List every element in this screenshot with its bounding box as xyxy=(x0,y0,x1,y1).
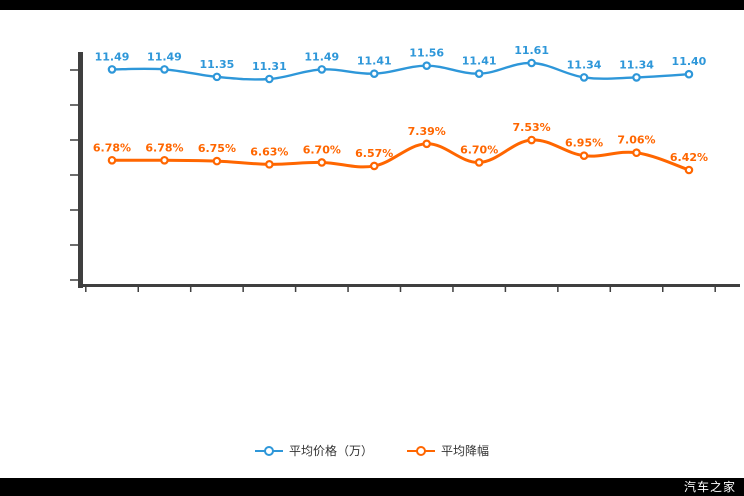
x-axis-tick xyxy=(189,287,192,292)
price-line-marker-icon xyxy=(254,445,283,457)
bottom-bar: 汽车之家 xyxy=(0,478,744,496)
data-point-label: 11.56 xyxy=(409,47,444,60)
data-point-label: 11.49 xyxy=(304,50,339,63)
data-point-marker xyxy=(212,156,222,166)
legend-dot xyxy=(263,446,274,456)
x-axis-tick xyxy=(662,287,664,292)
x-axis-tick xyxy=(504,287,507,292)
data-point-label: 11.61 xyxy=(514,44,549,57)
x-axis-tick xyxy=(609,287,612,292)
x-axis-tick xyxy=(557,287,559,292)
legend: 平均价格（万） 平均降幅 xyxy=(0,440,744,462)
y-axis-tick xyxy=(70,139,78,141)
legend-label-average-price: 平均价格（万） xyxy=(288,444,373,458)
data-point-label: 7.06% xyxy=(617,134,655,147)
watermark-logo: 汽车之家 xyxy=(683,480,736,494)
average-price-line xyxy=(110,61,691,81)
data-point-marker xyxy=(579,73,589,82)
x-axis-tick xyxy=(347,287,349,292)
data-point-label: 7.53% xyxy=(513,121,551,134)
data-point-label: 11.40 xyxy=(672,55,707,68)
data-point-marker xyxy=(317,65,327,74)
data-point-label: 11.49 xyxy=(95,50,130,63)
data-point-label: 11.34 xyxy=(567,58,602,71)
data-point-marker xyxy=(422,61,432,70)
x-axis-line xyxy=(78,284,740,287)
x-axis-tick xyxy=(242,287,244,292)
data-point-label: 11.41 xyxy=(462,55,497,68)
data-point-marker xyxy=(684,69,694,79)
data-point-marker xyxy=(422,139,432,149)
data-point-label: 11.31 xyxy=(252,60,287,73)
data-point-label: 6.57% xyxy=(355,147,393,160)
data-point-label: 6.70% xyxy=(460,143,498,156)
data-point-marker xyxy=(369,69,379,78)
y-axis-tick xyxy=(70,174,78,176)
data-point-marker xyxy=(474,158,484,167)
y-axis-tick xyxy=(70,104,78,106)
data-point-marker xyxy=(107,65,117,74)
y-axis-tick xyxy=(70,244,78,246)
series-layer: 11.49 11.49 11.35 11.31 11.49 11.41 11.56 11.41… xyxy=(93,44,708,175)
average-discount-line xyxy=(110,138,691,172)
data-point-marker xyxy=(579,151,589,160)
data-point-label: 7.39% xyxy=(408,125,446,138)
data-point-label: 6.95% xyxy=(565,137,603,150)
axes xyxy=(70,52,740,292)
data-point-label: 11.34 xyxy=(619,58,654,71)
x-axis-tick xyxy=(399,287,402,292)
legend-item-average-price[interactable]: 平均价格（万） xyxy=(254,444,373,458)
legend-dot xyxy=(416,446,426,456)
y-axis-line xyxy=(78,52,83,288)
legend-label-average-discount: 平均降幅 xyxy=(441,444,490,458)
data-point-marker xyxy=(160,155,169,165)
data-point-marker xyxy=(369,161,379,171)
data-point-marker xyxy=(474,69,484,78)
data-point-marker xyxy=(527,135,536,145)
legend-item-average-discount[interactable]: 平均降幅 xyxy=(407,444,489,458)
data-point-marker xyxy=(265,160,274,169)
x-axis-tick xyxy=(85,287,87,292)
x-axis-tick xyxy=(714,287,716,292)
data-point-label: 6.78% xyxy=(145,141,183,154)
x-axis-tick xyxy=(137,287,139,292)
data-point-label: 6.42% xyxy=(670,151,708,164)
data-point-label: 11.35 xyxy=(200,58,235,71)
data-point-marker xyxy=(107,155,117,165)
data-point-marker xyxy=(212,72,222,82)
data-point-label: 6.63% xyxy=(250,145,288,158)
y-axis-tick xyxy=(70,69,78,71)
top-bar xyxy=(0,0,744,10)
data-point-marker xyxy=(684,165,694,175)
data-point-label: 6.70% xyxy=(303,143,341,156)
x-axis-tick xyxy=(452,287,454,292)
discount-line-marker-icon xyxy=(407,445,435,457)
data-point-marker xyxy=(317,158,327,167)
data-point-marker xyxy=(265,74,274,84)
data-point-marker xyxy=(632,148,641,158)
x-axis-tick xyxy=(294,287,297,292)
data-point-label: 11.41 xyxy=(357,55,392,68)
data-point-marker xyxy=(632,73,641,82)
data-point-marker xyxy=(527,58,536,68)
data-point-label: 11.49 xyxy=(147,50,182,63)
data-point-label: 6.78% xyxy=(93,141,131,154)
data-point-label: 6.75% xyxy=(198,142,236,155)
data-point-marker xyxy=(160,65,169,74)
y-axis-tick xyxy=(70,209,78,211)
y-axis-tick xyxy=(70,279,78,281)
